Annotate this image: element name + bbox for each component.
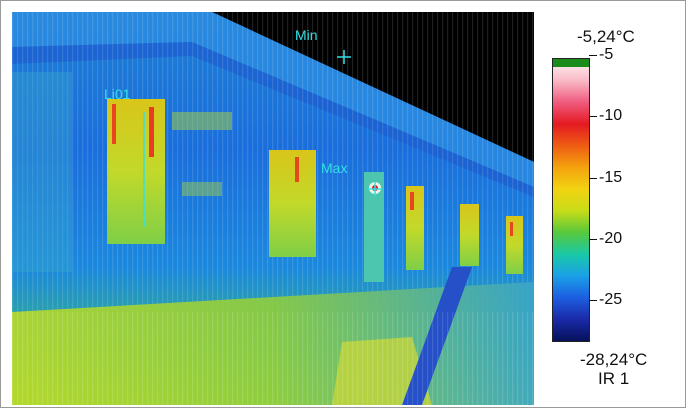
max-marker-label: Max: [321, 160, 348, 176]
scale-tick-label: -10: [599, 107, 623, 125]
scale-tick-label: -5: [599, 46, 614, 64]
temperature-scale: [552, 58, 590, 342]
thermal-image: [12, 12, 534, 405]
scale-min-label: -28,24°C: [580, 350, 648, 369]
scale-tick: [589, 238, 597, 240]
scale-max-label: -5,24°C: [577, 27, 635, 46]
scale-tick: [589, 55, 597, 57]
scale-tick-label: -15: [599, 168, 623, 186]
image-id-label: IR 1: [598, 369, 630, 388]
temperature-gradient-bar: [553, 59, 589, 341]
scale-tick: [589, 116, 597, 118]
scale-tick-label: -25: [599, 291, 623, 309]
line-marker-label: Li01: [104, 86, 131, 102]
min-marker-label: Min: [295, 27, 318, 43]
scale-tick: [589, 177, 597, 179]
scale-tick-label: -20: [599, 229, 623, 247]
scale-top-band: [553, 59, 589, 67]
thermal-building-picture: [12, 12, 534, 405]
scale-ticks: -5 -10 -15 -20 -25: [589, 46, 659, 340]
scale-tick: [589, 300, 597, 302]
